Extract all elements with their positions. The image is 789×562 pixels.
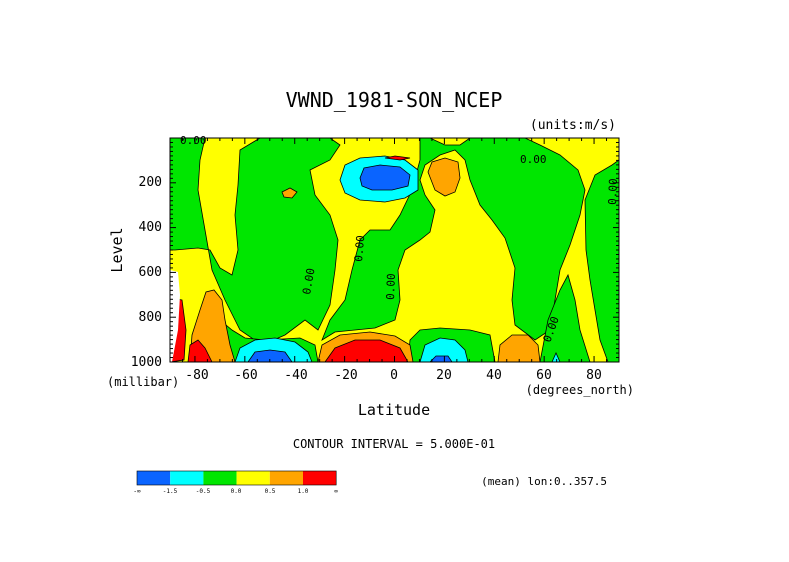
contour-label: 0.00 bbox=[606, 178, 620, 205]
colorbar-swatch bbox=[203, 471, 237, 485]
y-tick-label: 600 bbox=[139, 265, 162, 280]
x-tick-label: 20 bbox=[436, 368, 452, 383]
blue-region-upper bbox=[359, 164, 411, 191]
x-tick-label: 0 bbox=[390, 368, 398, 383]
y-tick-labels: 200 400 600 800 1000 bbox=[131, 175, 162, 370]
colorbar-swatch bbox=[236, 471, 270, 485]
green-region-bottom-right bbox=[539, 273, 591, 362]
contour-line-top bbox=[384, 155, 411, 161]
x-tick-labels: -80 -60 -40 -20 0 20 40 60 80 bbox=[185, 368, 602, 383]
x-unit-label: (degrees_north) bbox=[526, 383, 634, 397]
units-label: (units:m/s) bbox=[530, 118, 616, 133]
y-ticks bbox=[170, 137, 619, 363]
colorbar-label: -0.5 bbox=[196, 488, 211, 495]
colorbar-swatch bbox=[269, 471, 303, 485]
x-tick-label: 60 bbox=[536, 368, 552, 383]
blue-region-south-surface bbox=[247, 349, 293, 362]
colorbar-swatch bbox=[303, 471, 337, 485]
y-tick-label: 400 bbox=[139, 220, 162, 235]
orange-blob-small bbox=[281, 187, 298, 199]
chart-title: VWND_1981-SON_NCEP bbox=[286, 88, 503, 112]
plot-area bbox=[170, 138, 619, 362]
y-tick-label: 1000 bbox=[131, 355, 162, 370]
red-region-subtropics bbox=[324, 339, 409, 362]
cyan-region-north-surface bbox=[419, 337, 469, 362]
cyan-small bbox=[551, 352, 561, 362]
contour-label: 0.00 bbox=[300, 267, 317, 295]
colorbar-labels: -∞ -1.5 -0.5 0.0 0.5 1.0 ∞ bbox=[133, 488, 338, 495]
x-ticks bbox=[169, 138, 620, 362]
green-region-right bbox=[584, 159, 619, 362]
x-tick-label: -40 bbox=[284, 368, 307, 383]
colorbar-label: -∞ bbox=[133, 488, 141, 495]
red-region-south-surface bbox=[187, 339, 213, 362]
y-axis-label: Level bbox=[108, 227, 126, 272]
colorbar-swatch bbox=[170, 471, 204, 485]
colorbar-label: -1.5 bbox=[163, 488, 178, 495]
colorbar-frame bbox=[136, 470, 337, 486]
mean-text: (mean) lon:0..357.5 bbox=[481, 475, 607, 488]
green-region-left bbox=[170, 138, 341, 346]
x-tick-label: -20 bbox=[334, 368, 357, 383]
x-tick-label: -80 bbox=[185, 368, 208, 383]
x-axis-label: Latitude bbox=[358, 401, 430, 419]
colorbar-label: 0.5 bbox=[265, 488, 276, 495]
colorbar bbox=[136, 470, 337, 486]
contour-interval-text: CONTOUR INTERVAL = 5.000E-01 bbox=[293, 437, 495, 451]
y-unit-label: (millibar) bbox=[107, 375, 179, 389]
x-tick-label: 40 bbox=[486, 368, 502, 383]
x-tick-label: 80 bbox=[586, 368, 602, 383]
y-tick-label: 200 bbox=[139, 175, 162, 190]
contour-label: 0.00 bbox=[352, 235, 367, 263]
orange-region-north-surface bbox=[497, 334, 541, 362]
missing-data-region bbox=[170, 270, 180, 362]
colorbar-label: ∞ bbox=[334, 488, 338, 495]
contour-label: 0.00 bbox=[384, 273, 398, 300]
contour-label: 0.00 bbox=[180, 134, 207, 147]
colorbar-label: 0.0 bbox=[231, 488, 242, 495]
colorbar-swatch bbox=[137, 471, 171, 485]
colorbar-label: 1.0 bbox=[298, 488, 309, 495]
green-region-center bbox=[321, 138, 586, 341]
region-negative-high-group bbox=[247, 164, 453, 362]
blue-region-north-surface bbox=[429, 355, 453, 362]
contour-label: 0.00 bbox=[520, 153, 547, 166]
orange-region-upper bbox=[427, 157, 461, 197]
x-tick-label: -60 bbox=[234, 368, 257, 383]
y-tick-label: 800 bbox=[139, 310, 162, 325]
